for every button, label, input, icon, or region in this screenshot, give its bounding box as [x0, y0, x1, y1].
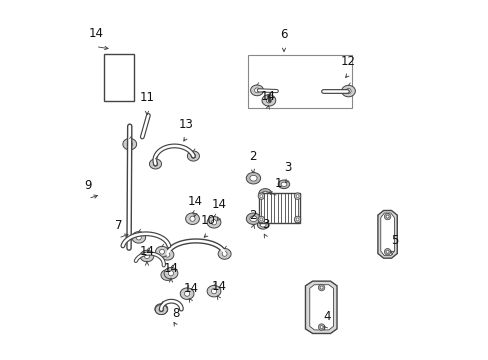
- Circle shape: [320, 286, 323, 289]
- Circle shape: [266, 98, 271, 103]
- Ellipse shape: [258, 189, 271, 199]
- Polygon shape: [262, 95, 275, 106]
- Circle shape: [260, 195, 262, 198]
- Text: 3: 3: [262, 218, 269, 231]
- Text: 7: 7: [114, 219, 122, 231]
- Polygon shape: [341, 85, 355, 97]
- Polygon shape: [140, 250, 154, 262]
- Text: 4: 4: [323, 310, 330, 323]
- Circle shape: [296, 218, 298, 221]
- Polygon shape: [122, 138, 136, 150]
- Polygon shape: [309, 285, 333, 330]
- Circle shape: [211, 220, 216, 225]
- Text: 6: 6: [280, 28, 287, 41]
- Circle shape: [159, 307, 163, 311]
- Polygon shape: [185, 213, 199, 225]
- Text: 9: 9: [84, 179, 92, 192]
- Circle shape: [263, 192, 267, 196]
- Circle shape: [144, 253, 149, 258]
- Ellipse shape: [246, 172, 260, 184]
- Text: 14: 14: [88, 27, 103, 40]
- Polygon shape: [161, 249, 174, 260]
- Circle shape: [164, 252, 169, 257]
- Polygon shape: [377, 211, 396, 258]
- Circle shape: [258, 193, 264, 199]
- Text: 14: 14: [187, 195, 202, 208]
- Polygon shape: [155, 305, 167, 315]
- Ellipse shape: [249, 175, 257, 181]
- Polygon shape: [187, 151, 199, 161]
- Circle shape: [153, 162, 158, 166]
- Polygon shape: [155, 246, 168, 257]
- Bar: [104, 54, 134, 101]
- Text: 14: 14: [260, 90, 275, 103]
- Circle shape: [384, 248, 390, 255]
- Bar: [258, 193, 300, 223]
- Polygon shape: [180, 288, 194, 300]
- Circle shape: [184, 291, 189, 296]
- Circle shape: [211, 289, 216, 294]
- Circle shape: [318, 284, 324, 291]
- Circle shape: [294, 193, 300, 199]
- Circle shape: [189, 216, 195, 221]
- Polygon shape: [207, 285, 221, 297]
- Text: 12: 12: [340, 55, 355, 68]
- Polygon shape: [207, 217, 221, 228]
- Polygon shape: [250, 85, 263, 96]
- Circle shape: [296, 195, 298, 198]
- Text: 14: 14: [163, 262, 178, 275]
- Polygon shape: [218, 248, 231, 259]
- Circle shape: [318, 324, 324, 330]
- Text: 1: 1: [274, 177, 282, 190]
- Circle shape: [384, 213, 390, 220]
- Circle shape: [320, 325, 323, 328]
- Circle shape: [260, 218, 262, 221]
- Text: 10: 10: [200, 214, 215, 227]
- Ellipse shape: [281, 182, 286, 186]
- Text: 14: 14: [211, 280, 226, 293]
- Text: 2: 2: [248, 150, 256, 163]
- Polygon shape: [161, 270, 174, 280]
- Ellipse shape: [249, 216, 257, 222]
- Polygon shape: [155, 304, 167, 315]
- Circle shape: [345, 89, 350, 94]
- Text: 3: 3: [283, 161, 291, 174]
- Polygon shape: [305, 281, 336, 333]
- Circle shape: [159, 307, 163, 312]
- Circle shape: [159, 249, 164, 254]
- Polygon shape: [132, 231, 145, 243]
- Text: 8: 8: [172, 307, 180, 320]
- Circle shape: [222, 251, 226, 256]
- Ellipse shape: [246, 213, 260, 225]
- Circle shape: [258, 216, 264, 223]
- Circle shape: [386, 215, 388, 218]
- Text: 14: 14: [139, 245, 154, 258]
- Circle shape: [136, 235, 141, 240]
- Circle shape: [294, 216, 300, 223]
- Text: 5: 5: [390, 234, 397, 247]
- Text: 2: 2: [248, 209, 256, 222]
- Circle shape: [254, 88, 259, 93]
- Bar: [247, 55, 351, 108]
- Circle shape: [127, 141, 132, 147]
- Text: 11: 11: [139, 91, 154, 104]
- Polygon shape: [149, 159, 161, 169]
- Ellipse shape: [260, 223, 265, 227]
- Circle shape: [164, 273, 169, 278]
- Text: 14: 14: [211, 198, 226, 211]
- Polygon shape: [380, 213, 394, 256]
- Ellipse shape: [262, 191, 268, 196]
- Ellipse shape: [257, 221, 268, 229]
- Text: 13: 13: [179, 117, 193, 131]
- Text: 14: 14: [183, 283, 199, 296]
- Circle shape: [191, 154, 195, 158]
- Ellipse shape: [278, 180, 289, 189]
- Circle shape: [386, 250, 388, 253]
- Circle shape: [168, 271, 173, 276]
- Polygon shape: [164, 267, 178, 279]
